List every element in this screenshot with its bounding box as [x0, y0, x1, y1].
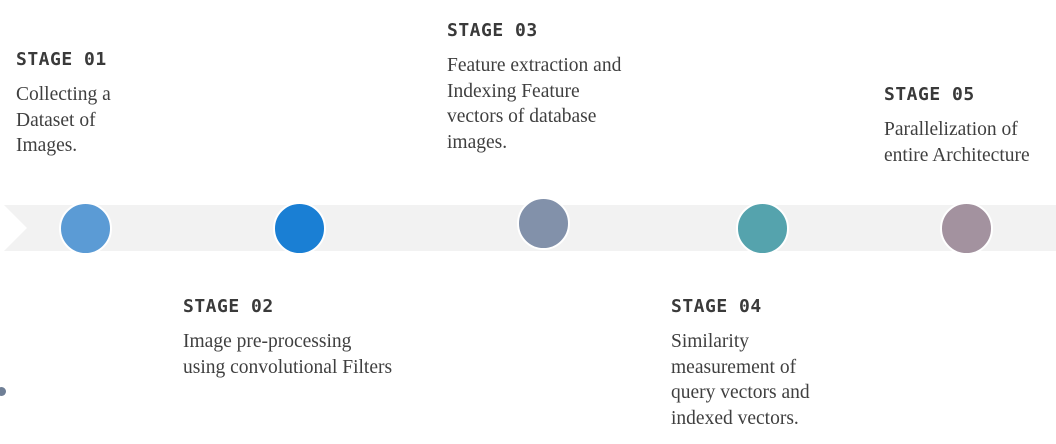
stage-04: STAGE 04 Similarity measurement of query… — [671, 296, 851, 431]
stage-04-desc: Similarity measurement of query vectors … — [671, 331, 810, 429]
stage-03-node — [517, 197, 570, 250]
stage-03-desc: Feature extraction and Indexing Feature … — [447, 55, 622, 153]
stage-01-node — [59, 202, 112, 255]
edge-dot — [0, 387, 6, 396]
stage-02: STAGE 02 Image pre-processing using conv… — [183, 296, 443, 380]
stage-01-title: STAGE 01 — [16, 49, 107, 70]
stage-05-desc: Parallelization of entire Architecture — [884, 119, 1030, 166]
stage-02-node — [273, 202, 326, 255]
stage-05-node — [940, 202, 993, 255]
stage-01: STAGE 01 Collecting a Dataset of Images. — [16, 49, 166, 159]
stage-04-node — [736, 202, 789, 255]
stage-05-title: STAGE 05 — [884, 84, 975, 105]
stage-02-desc: Image pre-processing using convolutional… — [183, 331, 393, 378]
stage-03-title: STAGE 03 — [447, 20, 538, 41]
stage-02-title: STAGE 02 — [183, 296, 274, 317]
stage-05: STAGE 05 Parallelization of entire Archi… — [884, 84, 1054, 168]
stage-03: STAGE 03 Feature extraction and Indexing… — [447, 20, 667, 155]
stage-01-desc: Collecting a Dataset of Images. — [16, 84, 111, 156]
stage-04-title: STAGE 04 — [671, 296, 762, 317]
